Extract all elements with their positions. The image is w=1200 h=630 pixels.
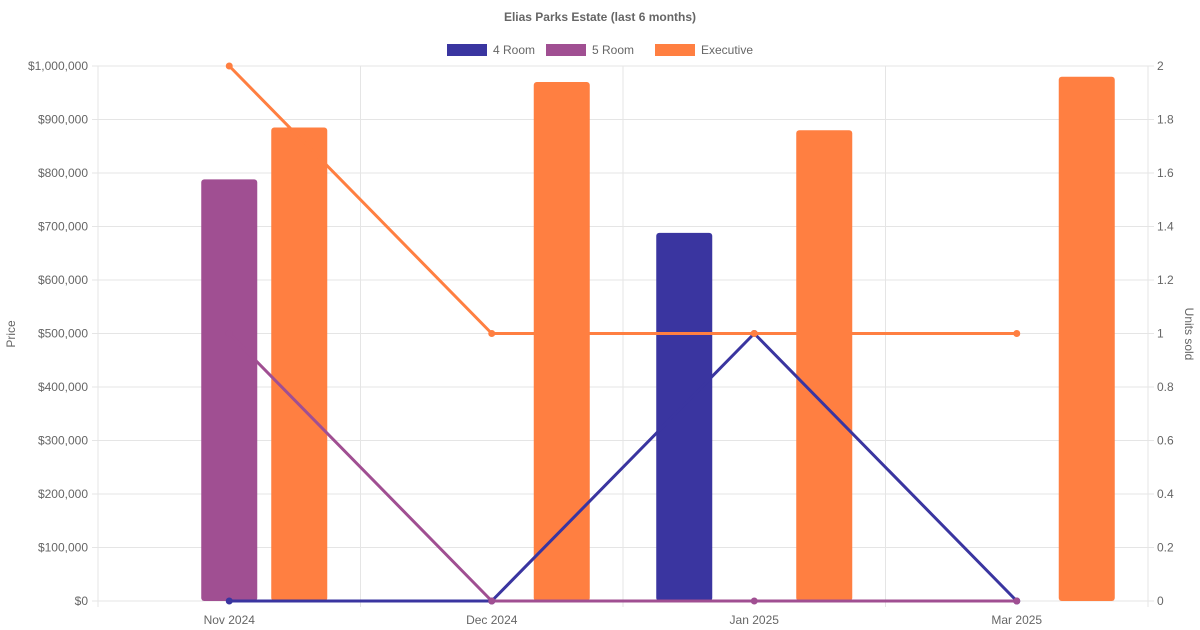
- left-tick-label: $800,000: [38, 166, 88, 180]
- right-tick-label: 1.2: [1157, 273, 1174, 287]
- line-5-room: [228, 332, 1017, 603]
- legend-swatch: [655, 44, 695, 56]
- left-tick-label: $900,000: [38, 113, 88, 127]
- x-tick-label: Jan 2025: [730, 613, 780, 627]
- point-executive: [225, 62, 233, 70]
- bar-executive: [533, 82, 590, 602]
- point-5-room: [225, 330, 233, 337]
- legend-item-5-room[interactable]: 5 Room: [546, 43, 634, 57]
- bars: [201, 76, 1115, 602]
- right-tick-label: 0.6: [1157, 434, 1174, 448]
- legend-swatch: [546, 44, 586, 56]
- left-tick-label: $700,000: [38, 220, 88, 234]
- left-tick-label: $300,000: [38, 434, 88, 448]
- legend-label: 4 Room: [493, 43, 535, 57]
- left-tick-label: $100,000: [38, 541, 88, 555]
- x-tick-label: Mar 2025: [991, 613, 1042, 627]
- right-tick-label: 0.2: [1157, 541, 1174, 555]
- right-axis: 0 0.2 0.4 0.6 0.8 1 1.2 1.4 1.6 1.8 2: [1157, 59, 1174, 608]
- x-tick-label: Nov 2024: [204, 613, 256, 627]
- point-executive: [488, 330, 496, 337]
- legend-item-executive[interactable]: Executive: [655, 43, 753, 57]
- left-axis: $0 $100,000 $200,000 $300,000 $400,000 $500,0…: [28, 59, 88, 608]
- line-executive: [228, 64, 1017, 335]
- point-4-room: [225, 597, 233, 605]
- bar-executive: [1058, 76, 1115, 601]
- right-tick-label: 1.4: [1157, 220, 1174, 234]
- right-tick-label: 1.8: [1157, 113, 1174, 127]
- bar-executive: [796, 130, 853, 601]
- left-tick-label: $600,000: [38, 273, 88, 287]
- left-tick-label: $500,000: [38, 327, 88, 341]
- left-tick-label: $0: [75, 594, 89, 608]
- left-axis-title: Price: [4, 320, 18, 348]
- left-tick-label: $200,000: [38, 487, 88, 501]
- left-tick-label: $1,000,000: [28, 59, 88, 73]
- legend-label: Executive: [701, 43, 753, 57]
- point-5-room: [1013, 597, 1021, 605]
- right-axis-title: Units sold: [1182, 308, 1196, 361]
- left-tick-label: $400,000: [38, 380, 88, 394]
- right-tick-label: 0.4: [1157, 487, 1174, 501]
- line-4-room: [229, 332, 1018, 603]
- right-tick-label: 0.8: [1157, 380, 1174, 394]
- point-5-room: [750, 597, 758, 605]
- point-executive: [750, 330, 758, 337]
- chart-title: Elias Parks Estate (last 6 months): [504, 10, 696, 24]
- right-tick-label: 0: [1157, 594, 1164, 608]
- point-5-room: [488, 597, 496, 605]
- bar-4-room: [656, 232, 713, 602]
- point-executive: [1013, 330, 1021, 337]
- bar-5-room: [201, 179, 258, 602]
- x-tick-label: Dec 2024: [466, 613, 518, 627]
- right-tick-label: 2: [1157, 59, 1164, 73]
- bar-executive: [271, 127, 328, 602]
- lines: [225, 62, 1021, 605]
- legend-swatch: [447, 44, 487, 56]
- right-tick-label: 1: [1157, 327, 1164, 341]
- x-axis: Nov 2024 Dec 2024 Jan 2025 Mar 2025: [204, 613, 1043, 627]
- right-tick-label: 1.6: [1157, 166, 1174, 180]
- legend[interactable]: 4 Room 5 Room Executive: [447, 43, 753, 57]
- legend-label: 5 Room: [592, 43, 634, 57]
- legend-item-4-room[interactable]: 4 Room: [447, 43, 535, 57]
